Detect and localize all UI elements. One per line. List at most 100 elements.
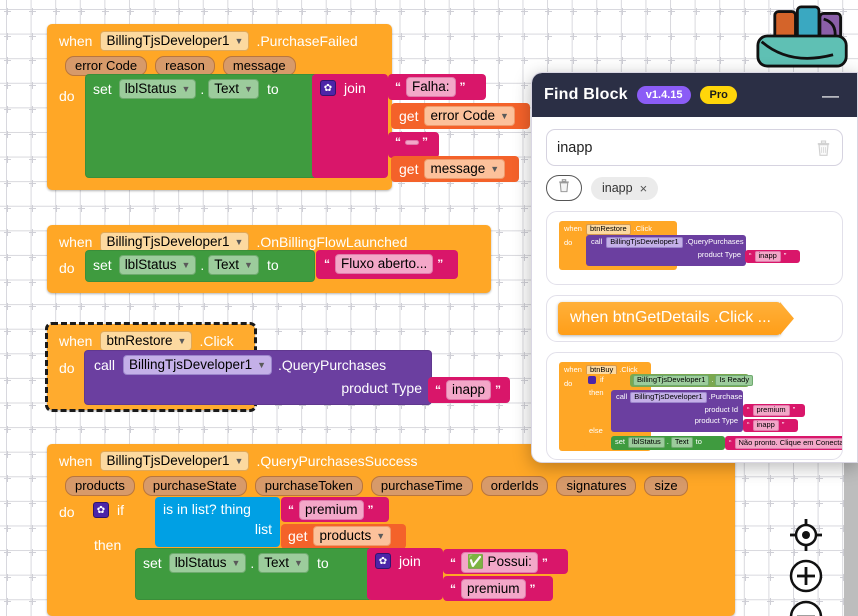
text-space[interactable]: “ ” [388, 132, 439, 158]
close-quote: ” [529, 582, 536, 596]
dot-separator: . [711, 375, 714, 384]
then-label: then [589, 387, 604, 397]
param-purchase-state[interactable]: purchaseState [142, 476, 247, 496]
text-value[interactable]: inapp [754, 251, 781, 262]
clear-filters-button[interactable] [546, 175, 582, 201]
chevron-down-icon: ▼ [234, 236, 244, 247]
open-quote: “ [747, 420, 750, 429]
mutator-gear-icon[interactable]: ✿ [320, 80, 336, 96]
mutator-gear-icon[interactable] [588, 376, 596, 385]
component-dropdown[interactable]: BillingTjsDeveloper1 ▼ [100, 451, 250, 471]
set-target-dropdown[interactable]: lblStatus [628, 437, 665, 448]
param-error-code[interactable]: error Code [65, 56, 148, 76]
text-value[interactable]: premium [461, 579, 526, 599]
set-property-dropdown[interactable]: Text ▼ [208, 79, 259, 99]
param-purchase-time[interactable]: purchaseTime [370, 476, 473, 496]
get-variable-dropdown[interactable]: products ▼ [313, 526, 392, 546]
get-products[interactable]: get products ▼ [281, 524, 406, 549]
param-purchase-token[interactable]: purchaseToken [254, 476, 363, 496]
text-premium-join[interactable]: “ premium ” [443, 576, 553, 601]
text-possui[interactable]: “ ✅ Possui: ” [443, 549, 568, 574]
search-results-list: when btnRestore .Click do [546, 211, 843, 460]
join-label: join [399, 553, 421, 569]
close-icon[interactable]: × [639, 180, 648, 196]
param-reason[interactable]: reason [155, 56, 215, 76]
param-size[interactable]: size [644, 476, 688, 496]
text-value[interactable]: Não pronto. Clique em Conectar. [734, 438, 842, 449]
open-quote: “ [435, 383, 441, 397]
get-variable-dropdown[interactable]: message ▼ [424, 159, 506, 179]
search-input[interactable]: inapp [546, 129, 843, 166]
do-label: do [59, 260, 75, 276]
dot-separator: . [200, 81, 205, 97]
component-dropdown[interactable]: btnRestore [585, 224, 631, 235]
collapsed-block-label[interactable]: when btnGetDetails .Click ... [558, 302, 781, 335]
text-falha[interactable]: “ Falha: ” [388, 74, 486, 100]
text-value[interactable] [405, 139, 419, 145]
param-order-ids[interactable]: orderIds [480, 476, 549, 496]
zoom-in-icon[interactable] [789, 559, 823, 593]
find-block-panel[interactable]: Find Block v1.4.15 Pro — inapp [531, 72, 858, 463]
text-value[interactable]: inapp [446, 380, 492, 400]
param-signatures[interactable]: signatures [556, 476, 637, 496]
event-name: .QueryPurchasesSuccess [256, 453, 418, 469]
event-name: .Click [619, 365, 638, 374]
text-value[interactable]: ✅ Possui: [461, 552, 538, 573]
is-in-list-block[interactable]: is in list? thing list [155, 497, 280, 547]
set-target-dropdown[interactable]: lblStatus ▼ [168, 553, 247, 573]
param-message[interactable]: message [222, 56, 296, 76]
get-message[interactable]: get message ▼ [391, 156, 519, 182]
call-component-dropdown[interactable]: BillingTjsDeveloper1 ▼ [123, 355, 272, 375]
text-value[interactable]: Fluxo aberto... [335, 254, 434, 274]
condition-property-dropdown[interactable]: Is Ready [715, 375, 754, 386]
text-inapp-restore[interactable]: “ inapp ” [428, 377, 510, 403]
result-card-btn-buy[interactable]: when btnBuy .Click do [546, 352, 843, 460]
set-target-dropdown[interactable]: lblStatus ▼ [118, 255, 197, 275]
text-value[interactable]: inapp [752, 420, 779, 431]
call-component-dropdown[interactable]: BillingTjsDeveloper1 [606, 237, 683, 248]
filter-chip-inapp[interactable]: inapp × [591, 176, 659, 200]
zoom-out-icon[interactable] [789, 600, 823, 616]
result-card-btn-restore[interactable]: when btnRestore .Click do [546, 211, 843, 285]
is-in-list-label: is in list? thing [163, 501, 251, 517]
condition-component-dropdown[interactable]: BillingTjsDeveloper1 [633, 375, 710, 386]
text-premium-thing[interactable]: “ premium ” [281, 497, 389, 522]
text-value[interactable]: Falha: [406, 77, 456, 97]
set-property-dropdown[interactable]: Text ▼ [208, 255, 259, 275]
chevron-down-icon: ▼ [234, 455, 244, 466]
set-property-dropdown[interactable]: Text [670, 437, 693, 448]
join-block-2[interactable]: ✿ join [367, 548, 443, 600]
trash-icon[interactable] [815, 139, 832, 157]
get-label: get [288, 528, 308, 544]
param-products[interactable]: products [65, 476, 135, 496]
set-property-dropdown[interactable]: Text ▼ [258, 553, 309, 573]
call-component-dropdown[interactable]: BillingTjsDeveloper1 [630, 392, 707, 403]
backpack-icon[interactable] [756, 2, 850, 70]
component-dropdown[interactable]: BillingTjsDeveloper1 ▼ [100, 31, 250, 51]
text-value[interactable]: premium [299, 500, 364, 520]
get-variable-dropdown[interactable]: error Code ▼ [424, 106, 515, 126]
do-label: do [59, 88, 75, 104]
panel-title: Find Block [544, 86, 628, 103]
component-dropdown[interactable]: btnRestore ▼ [100, 331, 193, 351]
workspace-controls[interactable] [784, 511, 828, 616]
mutator-gear-icon[interactable]: ✿ [375, 553, 391, 569]
set-target-dropdown[interactable]: lblStatus ▼ [118, 79, 197, 99]
minimize-button[interactable]: — [822, 85, 839, 105]
text-fluxo-aberto[interactable]: “ Fluxo aberto... ” [316, 250, 458, 279]
center-workspace-icon[interactable] [789, 518, 823, 552]
join-block-1[interactable]: ✿ join [312, 74, 388, 178]
get-error-code[interactable]: get error Code ▼ [391, 103, 530, 129]
chevron-down-icon: ▼ [244, 259, 253, 270]
text-value[interactable]: premium [752, 405, 790, 416]
chevron-down-icon: ▼ [376, 530, 386, 541]
set-lblstatus-text-3[interactable]: set lblStatus ▼ . Text ▼ to [135, 548, 373, 600]
join-label: join [344, 80, 366, 96]
set-lblstatus-text-2[interactable]: set lblStatus ▼ . Text ▼ to [85, 250, 315, 282]
mutator-gear-icon[interactable]: ✿ [93, 502, 109, 518]
result-card-btn-get-details[interactable]: when btnGetDetails .Click ... [546, 295, 843, 342]
set-lblstatus-text-1[interactable]: set lblStatus ▼ . Text ▼ to [85, 74, 320, 178]
call-query-purchases[interactable]: call BillingTjsDeveloper1 ▼ .QueryPurcha… [84, 350, 432, 405]
component-dropdown[interactable]: BillingTjsDeveloper1 ▼ [100, 232, 250, 252]
